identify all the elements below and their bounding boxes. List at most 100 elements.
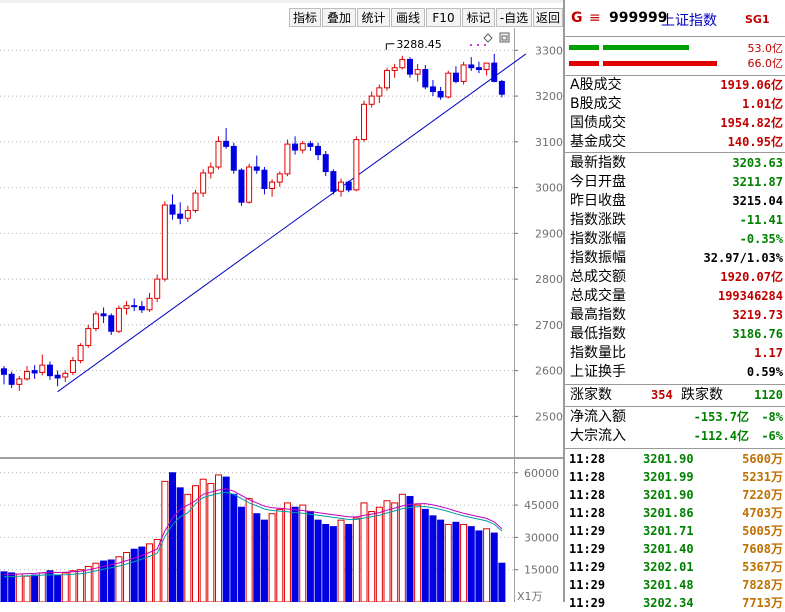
- tick-price: 3202.34: [643, 596, 694, 610]
- volume-tick-label: 60000: [524, 467, 559, 480]
- candle-body-down: [230, 145, 237, 171]
- price-tick-label: 3200: [535, 90, 563, 103]
- quote-row-value: 0.59%: [746, 365, 783, 379]
- tick-price: 3201.48: [643, 578, 694, 592]
- up-count: 354: [651, 388, 673, 402]
- turnover-row-label: A股成交: [570, 77, 622, 93]
- toolbar-button-0[interactable]: 指标: [289, 8, 321, 27]
- volume-bar-down: [314, 519, 322, 602]
- candle-body-down: [138, 306, 145, 311]
- volume-bar-up: [84, 565, 92, 602]
- toolbar-button-6[interactable]: -自选: [496, 8, 532, 27]
- volume-tick-label: 30000: [524, 531, 559, 544]
- candle-body-up: [284, 143, 291, 175]
- quote-row-label: 最高指数: [570, 307, 626, 323]
- tick-volume: 7220万: [742, 488, 783, 502]
- restore-icon[interactable]: [499, 32, 510, 43]
- flow-percent: -6%: [761, 429, 783, 443]
- toolbar-button-4[interactable]: F10: [426, 8, 461, 27]
- volume-bar-up: [38, 572, 46, 602]
- down-count-label: 跌家数: [681, 387, 723, 403]
- candle-body-up: [299, 143, 306, 151]
- candle-body-up: [77, 344, 84, 362]
- volume-bar-up: [352, 517, 360, 602]
- candle-body-down: [238, 169, 245, 203]
- toolbar-button-5[interactable]: 标记: [462, 8, 495, 27]
- volume-bar-up: [276, 508, 284, 602]
- candle-body-down: [307, 143, 314, 147]
- price-tick-label: 2800: [535, 273, 563, 286]
- volume-bar-down: [429, 515, 437, 602]
- toolbar-button-3[interactable]: 画线: [391, 8, 425, 27]
- ratio-bar-green-b: [603, 45, 689, 50]
- volume-bar-up: [375, 506, 383, 602]
- volume-tick-label: 45000: [524, 499, 559, 512]
- turnover-row: A股成交 1919.06亿: [565, 76, 785, 95]
- volume-bar-down: [107, 559, 115, 602]
- volume-bar-down: [421, 508, 429, 602]
- price-tick-label: 3100: [535, 136, 563, 149]
- price-tick-label: 2900: [535, 227, 563, 240]
- candle-body-down: [223, 140, 230, 147]
- volume-bar-up: [146, 543, 154, 602]
- candle-body-up: [123, 305, 130, 309]
- diamond-icon[interactable]: [483, 33, 493, 43]
- candle-body-down: [322, 154, 329, 173]
- quote-row: 总成交额 1920.07亿: [565, 268, 785, 287]
- quote-row-label: 总成交量: [570, 288, 626, 304]
- quote-panel: G ≡ 999999 上证指数 SG1 53.0亿 66.0亿 A股成交 1919…: [563, 0, 785, 610]
- divider: [565, 36, 785, 37]
- volume-bar-down: [329, 526, 337, 602]
- tick-price: 3201.40: [643, 542, 694, 556]
- candle-body-up: [483, 62, 490, 71]
- candle-body-up: [85, 328, 92, 346]
- candle-body-down: [292, 143, 299, 151]
- volume-bar-down: [169, 472, 177, 602]
- turnover-row-label: 基金成交: [570, 134, 626, 150]
- volume-bar-up: [207, 483, 215, 602]
- tick-row: 11:29 3201.71 5005万: [565, 522, 785, 540]
- candle-body-up: [353, 139, 360, 191]
- volume-bar-down: [54, 574, 62, 602]
- volume-bar-up: [268, 513, 276, 602]
- candle-body-up: [23, 371, 30, 380]
- restore-icon-inner: [501, 35, 508, 41]
- volume-bar-down: [322, 523, 330, 602]
- volume-bar-up: [153, 539, 161, 602]
- volume-ma-line-2: [4, 491, 503, 578]
- signal-dot: [477, 44, 479, 46]
- divider: [565, 448, 785, 449]
- tick-row: 11:29 3202.34 7713万: [565, 594, 785, 612]
- trendline[interactable]: [57, 53, 527, 393]
- price-tick-label: 2700: [535, 319, 563, 332]
- candle-body-down: [54, 374, 61, 379]
- toolbar-button-7[interactable]: 返回: [533, 8, 563, 27]
- quote-row: 最低指数 3186.76: [565, 325, 785, 344]
- flow-row: 大宗流入 -112.4亿 -6%: [565, 427, 785, 446]
- tick-time: 11:29: [569, 524, 606, 538]
- volume-chart[interactable]: 60000 45000 30000 15000 X1万: [0, 458, 563, 602]
- candle-body-up: [246, 166, 253, 203]
- tick-volume: 7828万: [742, 578, 783, 592]
- tick-volume: 5600万: [742, 452, 783, 466]
- tick-volume: 5005万: [742, 524, 783, 538]
- ratio-top-value: 53.0亿: [747, 42, 784, 55]
- quote-row-label: 最低指数: [570, 326, 626, 342]
- candle-body-up: [192, 192, 199, 211]
- volume-bar-up: [414, 504, 422, 602]
- candle-body-up: [399, 58, 406, 69]
- tick-price: 3201.90: [643, 488, 694, 502]
- toolbar-top-strip: [0, 0, 563, 3]
- turnover-row-label: 国债成交: [570, 115, 626, 131]
- quote-row-label: 总成交额: [570, 269, 626, 285]
- tick-time: 11:28: [569, 452, 606, 466]
- candle-body-up: [391, 67, 398, 71]
- turnover-row-value: 1.01亿: [742, 97, 783, 111]
- menu-icon[interactable]: ≡: [589, 10, 601, 26]
- candle-body-up: [269, 181, 276, 190]
- toolbar-button-1[interactable]: 叠加: [322, 8, 356, 27]
- price-tick-label: 2600: [535, 365, 563, 378]
- price-chart[interactable]: 3300 3200 3100 3000 2900 2800 2700 2600 2500 3288…: [0, 28, 563, 458]
- volume-ma-line: [4, 488, 503, 575]
- toolbar-button-2[interactable]: 统计: [357, 8, 390, 27]
